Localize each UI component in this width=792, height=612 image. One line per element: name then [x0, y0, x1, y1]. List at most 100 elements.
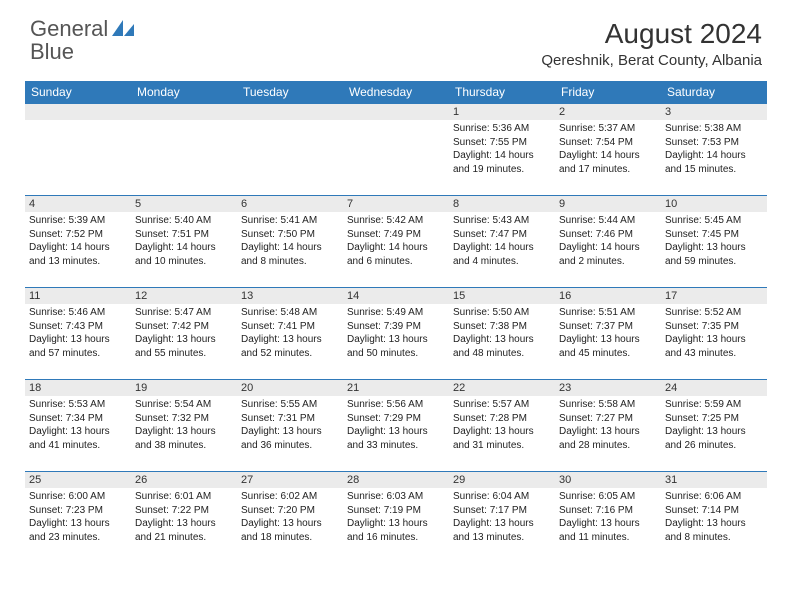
day-content: Sunrise: 5:36 AMSunset: 7:55 PMDaylight:…: [449, 120, 555, 180]
sunrise-text: Sunrise: 5:58 AM: [559, 399, 635, 410]
day-content: Sunrise: 5:38 AMSunset: 7:53 PMDaylight:…: [661, 120, 767, 180]
sunset-text: Sunset: 7:19 PM: [347, 505, 421, 516]
weekday-header: Friday: [555, 81, 661, 104]
calendar-day-cell: 26Sunrise: 6:01 AMSunset: 7:22 PMDayligh…: [131, 472, 237, 564]
calendar-day-cell: 20Sunrise: 5:55 AMSunset: 7:31 PMDayligh…: [237, 380, 343, 472]
daylight-text: Daylight: 13 hours and 48 minutes.: [453, 334, 534, 359]
sunset-text: Sunset: 7:52 PM: [29, 229, 103, 240]
weekday-header: Wednesday: [343, 81, 449, 104]
day-number: 23: [555, 380, 661, 396]
calendar-day-cell: 16Sunrise: 5:51 AMSunset: 7:37 PMDayligh…: [555, 288, 661, 380]
calendar-day-cell: 30Sunrise: 6:05 AMSunset: 7:16 PMDayligh…: [555, 472, 661, 564]
sunset-text: Sunset: 7:46 PM: [559, 229, 633, 240]
sunrise-text: Sunrise: 5:55 AM: [241, 399, 317, 410]
calendar-day-cell: 12Sunrise: 5:47 AMSunset: 7:42 PMDayligh…: [131, 288, 237, 380]
day-number: 10: [661, 196, 767, 212]
sunrise-text: Sunrise: 6:04 AM: [453, 491, 529, 502]
sunrise-text: Sunrise: 6:03 AM: [347, 491, 423, 502]
daylight-text: Daylight: 13 hours and 59 minutes.: [665, 242, 746, 267]
sunset-text: Sunset: 7:41 PM: [241, 321, 315, 332]
sunrise-text: Sunrise: 5:42 AM: [347, 215, 423, 226]
calendar-week-row: 4Sunrise: 5:39 AMSunset: 7:52 PMDaylight…: [25, 196, 767, 288]
calendar-day-cell: 19Sunrise: 5:54 AMSunset: 7:32 PMDayligh…: [131, 380, 237, 472]
sunrise-text: Sunrise: 5:53 AM: [29, 399, 105, 410]
sunset-text: Sunset: 7:35 PM: [665, 321, 739, 332]
sunset-text: Sunset: 7:43 PM: [29, 321, 103, 332]
weekday-header: Monday: [131, 81, 237, 104]
daylight-text: Daylight: 13 hours and 33 minutes.: [347, 426, 428, 451]
sunrise-text: Sunrise: 5:56 AM: [347, 399, 423, 410]
sunrise-text: Sunrise: 5:46 AM: [29, 307, 105, 318]
calendar-table: SundayMondayTuesdayWednesdayThursdayFrid…: [25, 81, 767, 564]
calendar-day-cell: 21Sunrise: 5:56 AMSunset: 7:29 PMDayligh…: [343, 380, 449, 472]
calendar-day-cell: 23Sunrise: 5:58 AMSunset: 7:27 PMDayligh…: [555, 380, 661, 472]
sunrise-text: Sunrise: 5:52 AM: [665, 307, 741, 318]
calendar-day-cell: 17Sunrise: 5:52 AMSunset: 7:35 PMDayligh…: [661, 288, 767, 380]
day-content: Sunrise: 5:47 AMSunset: 7:42 PMDaylight:…: [131, 304, 237, 364]
sunrise-text: Sunrise: 5:45 AM: [665, 215, 741, 226]
sunrise-text: Sunrise: 5:59 AM: [665, 399, 741, 410]
daylight-text: Daylight: 14 hours and 8 minutes.: [241, 242, 322, 267]
day-number: 7: [343, 196, 449, 212]
day-content: Sunrise: 6:01 AMSunset: 7:22 PMDaylight:…: [131, 488, 237, 548]
calendar-day-cell: 14Sunrise: 5:49 AMSunset: 7:39 PMDayligh…: [343, 288, 449, 380]
day-number: 24: [661, 380, 767, 396]
day-content: Sunrise: 5:59 AM Sunset: 7:25 PM Daylight:…: [661, 396, 767, 456]
calendar-body: 1Sunrise: 5:36 AMSunset: 7:55 PMDaylight…: [25, 104, 767, 564]
sunset-text: Sunset: 7:37 PM: [559, 321, 633, 332]
sunset-text: Sunset: 7:39 PM: [347, 321, 421, 332]
day-content: Sunrise: 5:49 AMSunset: 7:39 PMDaylight:…: [343, 304, 449, 364]
calendar-day-cell: 3Sunrise: 5:38 AMSunset: 7:53 PMDaylight…: [661, 104, 767, 196]
day-content: Sunrise: 6:03 AMSunset: 7:19 PMDaylight:…: [343, 488, 449, 548]
day-content: Sunrise: 5:43 AMSunset: 7:47 PMDaylight:…: [449, 212, 555, 272]
empty-daynum: [343, 104, 449, 120]
sunset-text: Sunset: 7:54 PM: [559, 137, 633, 148]
daylight-text: Daylight: 13 hours and 28 minutes.: [559, 426, 640, 451]
day-content: Sunrise: 5:37 AMSunset: 7:54 PMDaylight:…: [555, 120, 661, 180]
day-number: 21: [343, 380, 449, 396]
day-content: Sunrise: 5:56 AMSunset: 7:29 PMDaylight:…: [343, 396, 449, 456]
day-content: Sunrise: 5:41 AMSunset: 7:50 PMDaylight:…: [237, 212, 343, 272]
empty-daynum: [25, 104, 131, 120]
day-number: 15: [449, 288, 555, 304]
day-number: 11: [25, 288, 131, 304]
calendar-day-cell: 28Sunrise: 6:03 AMSunset: 7:19 PMDayligh…: [343, 472, 449, 564]
day-content: Sunrise: 6:02 AMSunset: 7:20 PMDaylight:…: [237, 488, 343, 548]
daylight-text: Daylight: 13 hours and 8 minutes.: [665, 518, 746, 543]
sunset-text: Sunset: 7:53 PM: [665, 137, 739, 148]
calendar-week-row: 25Sunrise: 6:00 AMSunset: 7:23 PMDayligh…: [25, 472, 767, 564]
daylight-text: Daylight: 13 hours and 26 minutes.: [665, 426, 746, 451]
calendar-week-row: 1Sunrise: 5:36 AMSunset: 7:55 PMDaylight…: [25, 104, 767, 196]
day-number: 31: [661, 472, 767, 488]
calendar-week-row: 11 Sunrise: 5:46 AM Sunset: 7:43 PM Dayligh…: [25, 288, 767, 380]
daylight-text: Daylight: 14 hours and 4 minutes.: [453, 242, 534, 267]
day-number: 9: [555, 196, 661, 212]
day-number: 25: [25, 472, 131, 488]
day-content: Sunrise: 5:46 AMSunset: 7:43 PMDaylight:…: [25, 304, 131, 364]
calendar-day-cell: 7Sunrise: 5:42 AMSunset: 7:49 PMDaylight…: [343, 196, 449, 288]
day-number: 16: [555, 288, 661, 304]
sunrise-text: Sunrise: 5:48 AM: [241, 307, 317, 318]
sunset-text: Sunset: 7:25 PM: [665, 413, 739, 424]
day-content: Sunrise: 5:40 AMSunset: 7:51 PMDaylight:…: [131, 212, 237, 272]
day-content: Sunrise: 5:52 AMSunset: 7:35 PMDaylight:…: [661, 304, 767, 364]
day-content: Sunrise: 5:53 AMSunset: 7:34 PMDaylight:…: [25, 396, 131, 456]
calendar-day-cell: 4Sunrise: 5:39 AMSunset: 7:52 PMDaylight…: [25, 196, 131, 288]
calendar-day-cell: 25Sunrise: 6:00 AMSunset: 7:23 PMDayligh…: [25, 472, 131, 564]
sunrise-text: Sunrise: 6:02 AM: [241, 491, 317, 502]
calendar-day-cell: 11Sunrise: 5:46 AMSunset: 7:43 PMDayligh…: [25, 288, 131, 380]
sunset-text: Sunset: 7:45 PM: [665, 229, 739, 240]
logo: General Blue: [30, 18, 134, 64]
calendar-header: SundayMondayTuesdayWednesdayThursdayFrid…: [25, 81, 767, 104]
daylight-text: Daylight: 13 hours and 38 minutes.: [135, 426, 216, 451]
header: General Blue August 2024 Qereshnik, Bera…: [0, 0, 792, 75]
day-content: Sunrise: 5:42 AMSunset: 7:49 PMDaylight:…: [343, 212, 449, 272]
day-number: 1: [449, 104, 555, 120]
sunset-text: Sunset: 7:32 PM: [135, 413, 209, 424]
sunset-text: Sunset: 7:17 PM: [453, 505, 527, 516]
day-number: 27: [237, 472, 343, 488]
sunrise-text: Sunrise: 5:40 AM: [135, 215, 211, 226]
sunrise-text: Sunrise: 5:54 AM: [135, 399, 211, 410]
calendar-week-row: 18Sunrise: 5:53 AMSunset: 7:34 PMDayligh…: [25, 380, 767, 472]
logo-text: General Blue: [30, 18, 134, 64]
